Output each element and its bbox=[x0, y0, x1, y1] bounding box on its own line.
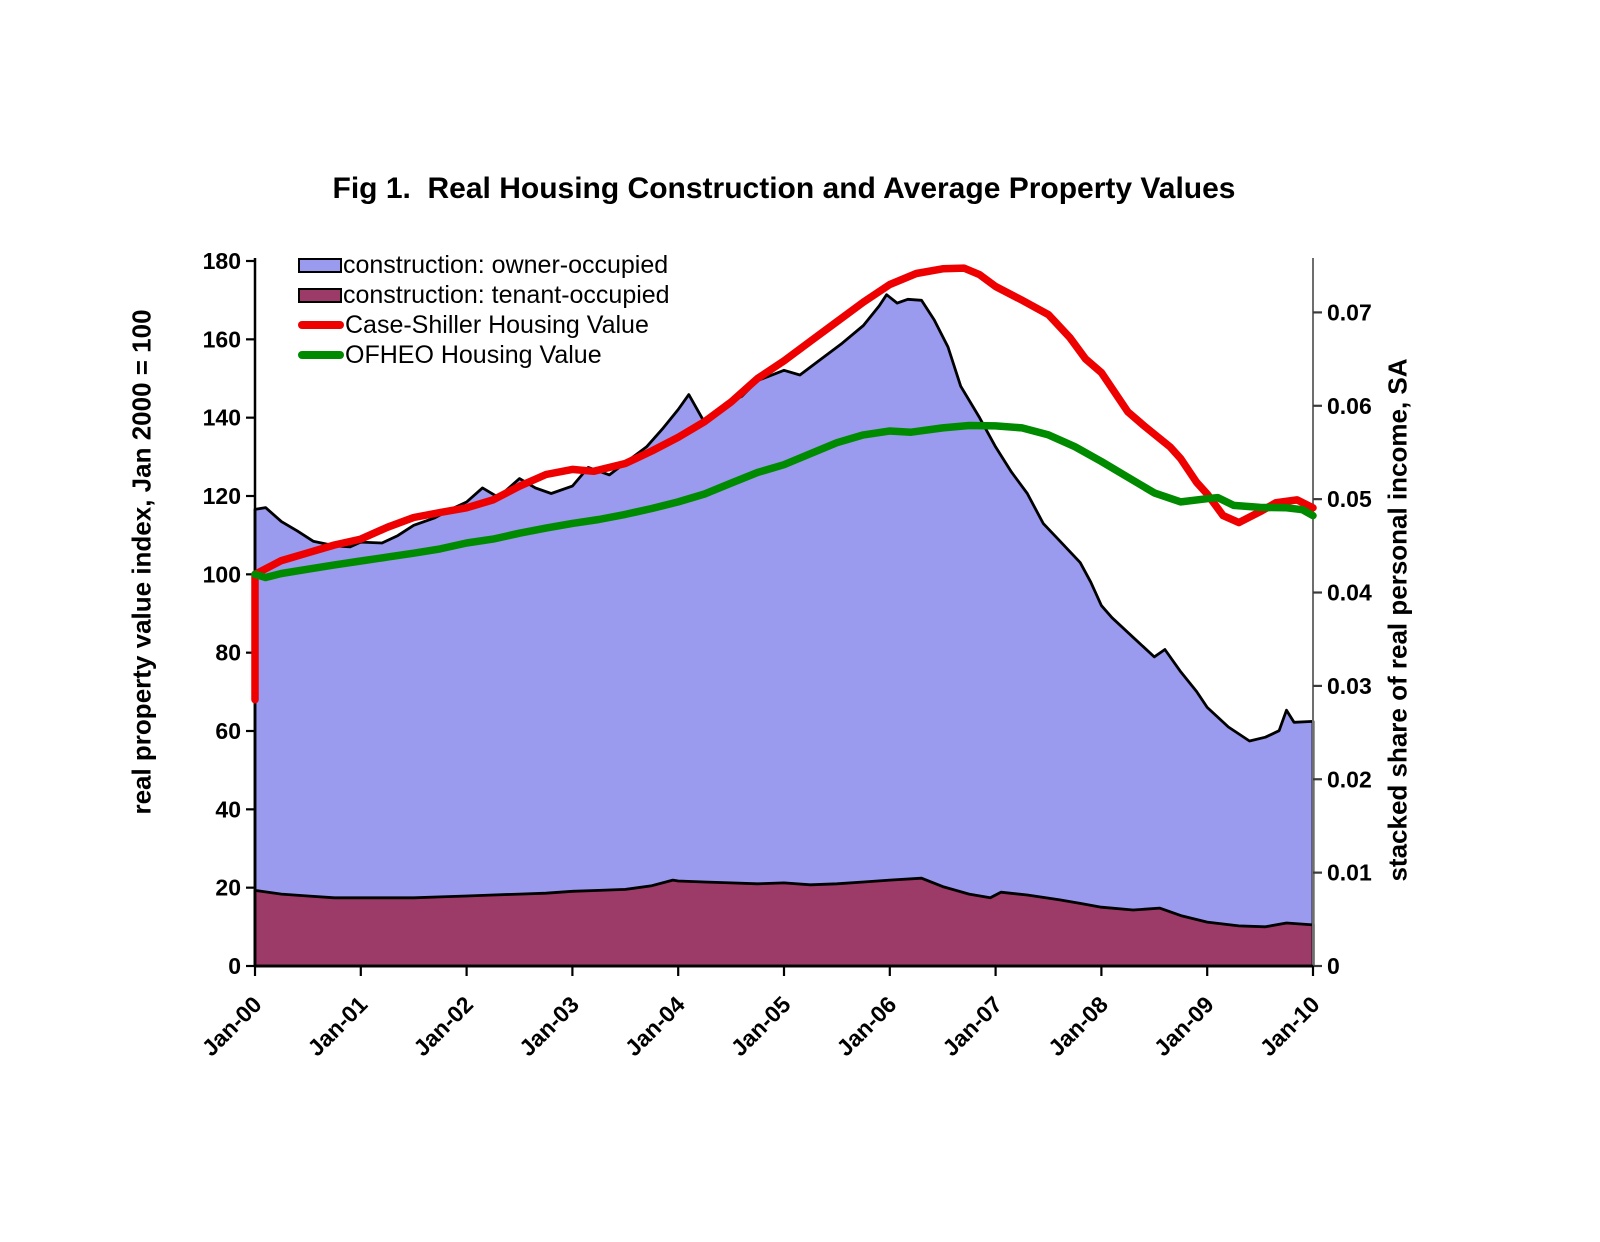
legend-item-owner-occupied: construction: owner-occupied bbox=[298, 250, 670, 280]
right-axis-tick-label: 0.06 bbox=[1327, 393, 1372, 419]
right-axis-tick-label: 0.03 bbox=[1327, 673, 1372, 699]
right-axis-tick-label: 0.07 bbox=[1327, 299, 1372, 325]
right-axis-title: stacked share of real personal income, S… bbox=[1382, 358, 1413, 882]
x-axis-tick-label: Jan-08 bbox=[1043, 991, 1113, 1061]
x-axis-tick-label: Jan-02 bbox=[408, 991, 478, 1061]
right-axis-tick-label: 0 bbox=[1327, 953, 1340, 979]
x-axis-tick-label: Jan-04 bbox=[620, 991, 690, 1061]
legend-item-tenant-occupied: construction: tenant-occupied bbox=[298, 280, 670, 310]
x-axis-tick-label: Jan-05 bbox=[726, 991, 796, 1061]
case-shiller-line bbox=[251, 264, 1317, 704]
area-owner-occupied bbox=[253, 293, 1315, 968]
left-axis-tick-label: 140 bbox=[203, 405, 241, 431]
left-axis-tick-label: 160 bbox=[203, 326, 241, 352]
legend-label: construction: owner-occupied bbox=[343, 250, 669, 279]
right-axis-tick-label: 0.04 bbox=[1327, 580, 1372, 606]
left-axis-tick-label: 20 bbox=[215, 875, 241, 901]
case-shiller-line-icon bbox=[298, 321, 344, 329]
legend-label: Case-Shiller Housing Value bbox=[345, 310, 649, 339]
legend-item-case-shiller: Case-Shiller Housing Value bbox=[298, 310, 670, 340]
legend: construction: owner-occupied constructio… bbox=[298, 250, 670, 370]
right-axis-tick-label: 0.02 bbox=[1327, 766, 1372, 792]
legend-label: OFHEO Housing Value bbox=[345, 340, 602, 369]
legend-label: construction: tenant-occupied bbox=[343, 280, 670, 309]
x-axis-tick-label: Jan-03 bbox=[514, 991, 584, 1061]
x-axis-tick-label: Jan-09 bbox=[1149, 991, 1219, 1061]
ofheo-line-icon bbox=[298, 351, 344, 359]
chart-title: Fig 1. Real Housing Construction and Ave… bbox=[332, 172, 1236, 205]
left-axis-tick-label: 40 bbox=[215, 796, 241, 822]
area-tenant-occupied bbox=[253, 876, 1315, 968]
left-axis-title: real property value index, Jan 2000 = 10… bbox=[126, 309, 157, 815]
x-axis-tick-label: Jan-01 bbox=[302, 991, 372, 1061]
owner-occupied-swatch-icon bbox=[298, 257, 342, 273]
right-axis-tick-label: 0.05 bbox=[1327, 486, 1372, 512]
left-axis-tick-label: 60 bbox=[215, 718, 241, 744]
left-axis-tick-label: 100 bbox=[203, 561, 241, 587]
x-axis-tick-label: Jan-00 bbox=[197, 991, 267, 1061]
right-axis-tick-label: 0.01 bbox=[1327, 860, 1372, 886]
x-axis-tick-label: Jan-07 bbox=[937, 991, 1007, 1061]
x-axis-tick-label: Jan-10 bbox=[1255, 991, 1325, 1061]
left-axis-tick-label: 80 bbox=[215, 640, 241, 666]
ofheo-line bbox=[251, 421, 1317, 582]
legend-item-ofheo: OFHEO Housing Value bbox=[298, 340, 670, 370]
left-axis-tick-label: 120 bbox=[203, 483, 241, 509]
tenant-occupied-swatch-icon bbox=[298, 287, 342, 303]
x-axis-tick-label: Jan-06 bbox=[831, 991, 901, 1061]
left-axis-tick-label: 0 bbox=[228, 953, 241, 979]
left-axis-tick-label: 180 bbox=[203, 248, 241, 274]
